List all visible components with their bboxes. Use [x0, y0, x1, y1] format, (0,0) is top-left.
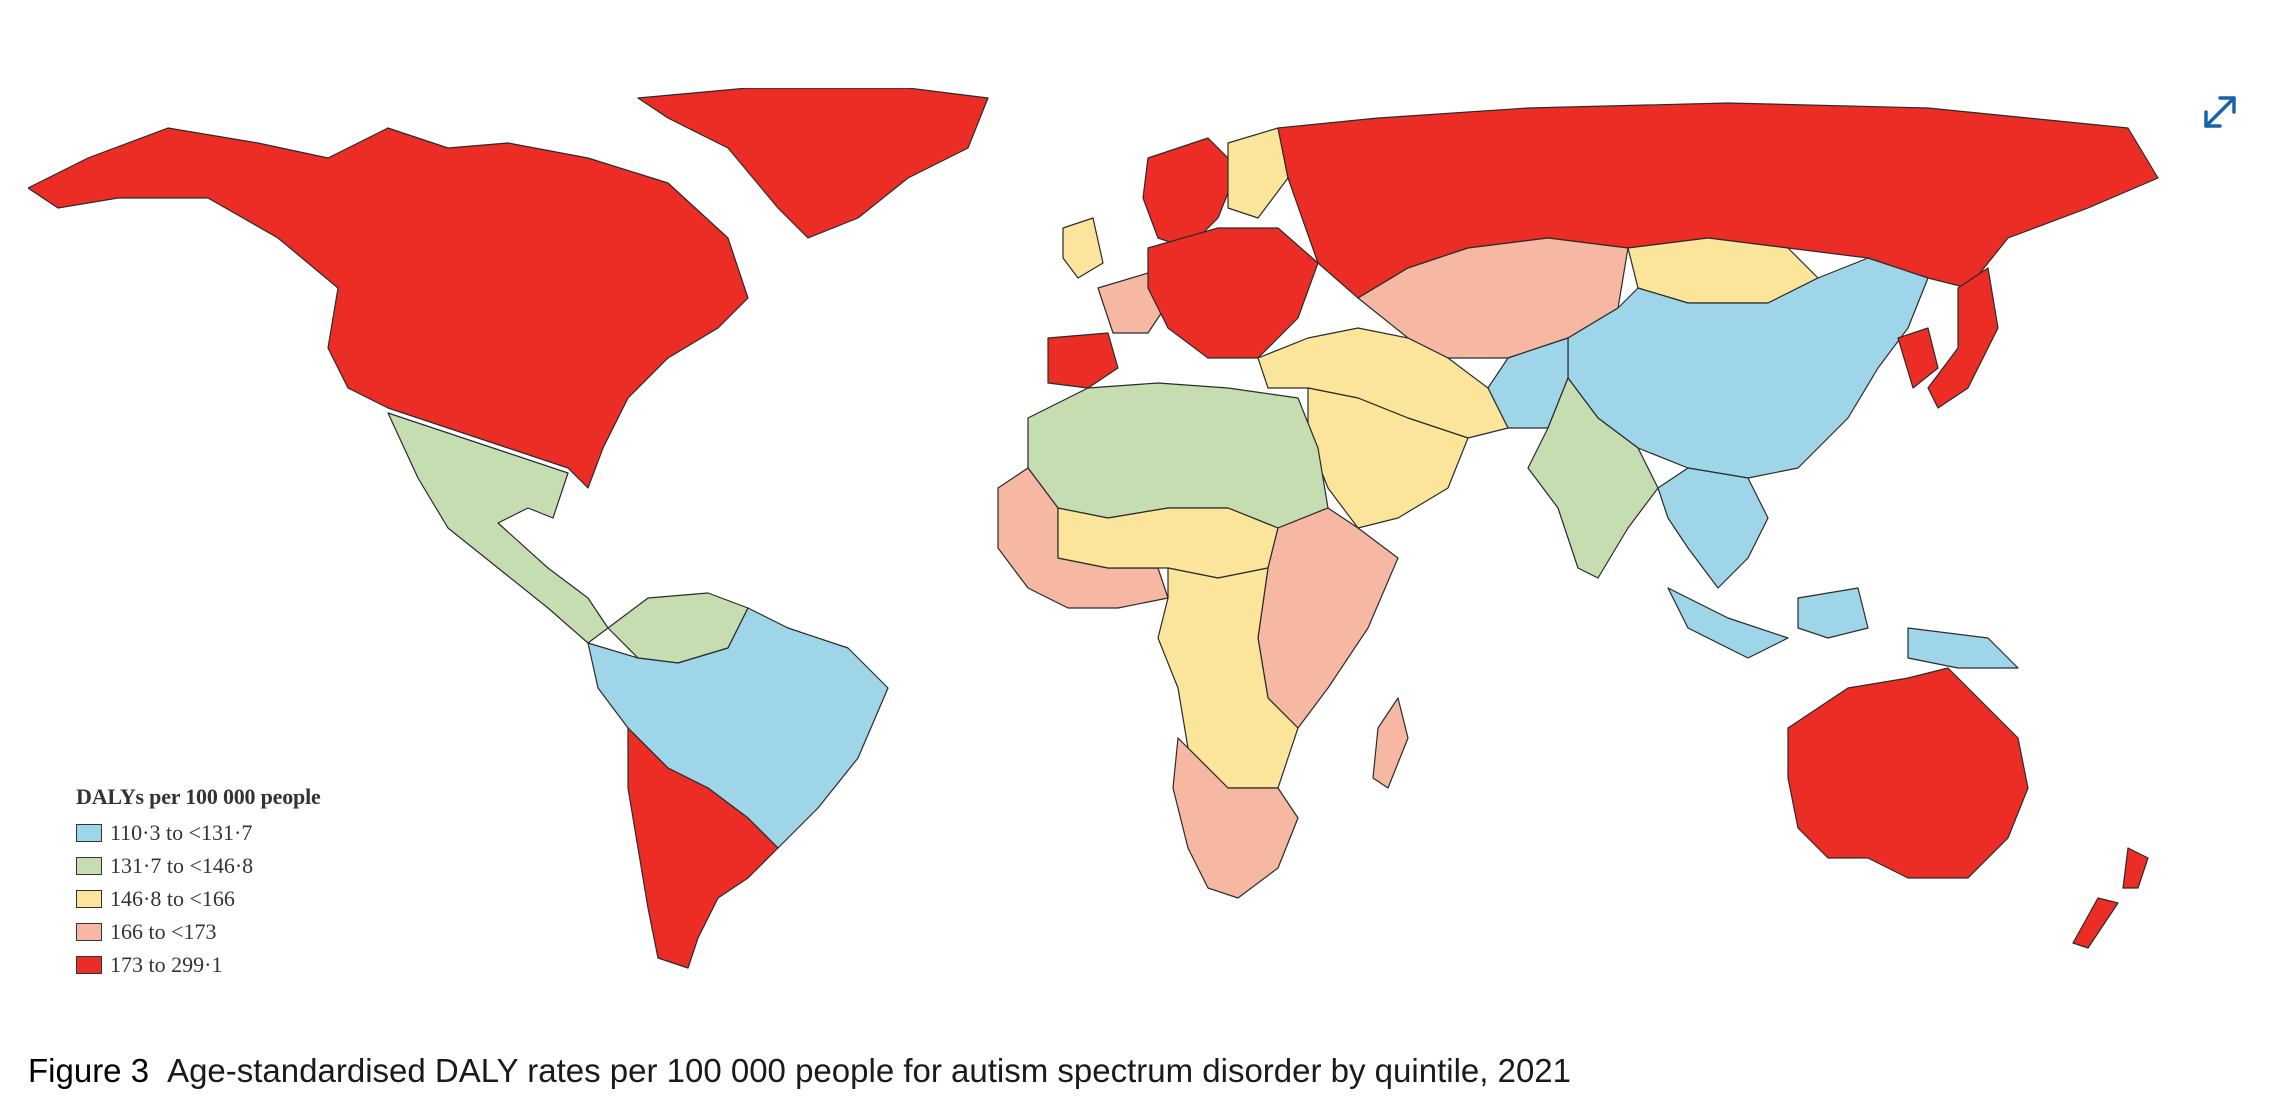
legend-label: 173 to 299·1	[110, 951, 223, 977]
region-australia	[1787, 667, 2029, 879]
region-western-europe	[1062, 217, 1104, 279]
legend-item: 131·7 to <146·8	[76, 849, 321, 882]
legend-title: DALYs per 100 000 people	[76, 784, 321, 809]
region-southern-africa	[1172, 737, 1299, 899]
legend-label: 110·3 to <131·7	[110, 819, 253, 845]
region-southern-cone	[627, 727, 779, 969]
legend-item: 146·8 to <166	[76, 882, 321, 915]
region-new-zealand	[2072, 847, 2149, 949]
legend-label: 166 to <173	[110, 918, 217, 944]
region-central-eastern-europe	[1147, 227, 1319, 359]
expand-figure-button[interactable]	[2196, 88, 2244, 136]
region-southeast-asia	[1657, 467, 1769, 589]
legend-swatch	[76, 889, 102, 908]
legend-swatch	[76, 823, 102, 842]
region-iberia	[1047, 332, 1119, 389]
legend-items: 110·3 to <131·7 131·7 to <146·8 146·8 to…	[76, 816, 321, 981]
figure-label: Figure 3	[28, 1052, 150, 1089]
legend-item: 166 to <173	[76, 915, 321, 948]
region-finland	[1227, 127, 1289, 219]
region-north-america	[28, 127, 749, 489]
world-choropleth-map	[28, 88, 2168, 988]
legend-label: 131·7 to <146·8	[110, 852, 254, 878]
region-japan-korea	[1897, 267, 1999, 409]
figure-caption: Figure 3 Age-standardised DALY rates per …	[28, 1052, 1571, 1090]
region-madagascar	[1372, 697, 1409, 789]
legend-swatch	[76, 856, 102, 875]
region-indonesia	[1667, 587, 2019, 669]
legend-swatch	[76, 922, 102, 941]
region-west-coast-africa	[997, 467, 1169, 609]
legend-swatch	[76, 955, 102, 974]
map-legend: DALYs per 100 000 people 110·3 to <131·7…	[76, 784, 321, 981]
region-north-africa	[1027, 382, 1329, 529]
region-mexico-central-america	[387, 412, 609, 644]
region-india	[1527, 377, 1659, 579]
expand-diagonal-arrows-icon	[2204, 96, 2236, 128]
figure-caption-text: Age-standardised DALY rates per 100 000 …	[167, 1052, 1571, 1089]
legend-item: 173 to 299·1	[76, 948, 321, 981]
region-east-horn-africa	[1257, 507, 1399, 729]
region-greenland	[637, 88, 989, 239]
legend-item: 110·3 to <131·7	[76, 816, 321, 849]
map-svg	[28, 88, 2159, 969]
legend-label: 146·8 to <166	[110, 885, 235, 911]
